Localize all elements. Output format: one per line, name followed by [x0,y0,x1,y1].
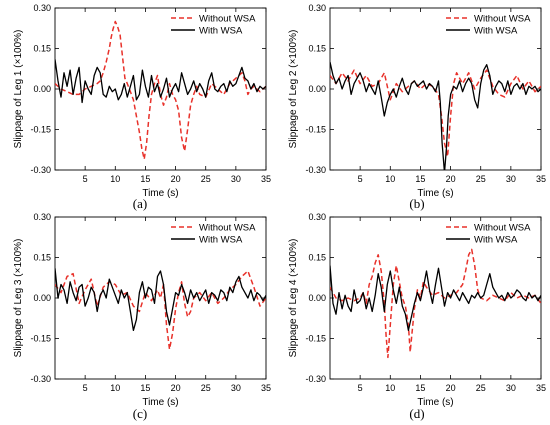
legend-label: With WSA [474,235,518,246]
legend-label: Without WSA [474,223,531,234]
x-tick-label: 30 [506,174,516,184]
legend-label: Without WSA [199,223,256,234]
chart-panel-4: 0.30 0.15 0.00 -0.15 -0.30 5 10 15 20 25 30 35 Time … [288,212,546,408]
series-line-with-wsa [330,61,541,170]
y-tick-label: -0.15 [305,334,326,344]
y-axis-label: Slippage of Leg 3 (×100%) [13,239,24,358]
series-line-with-wsa [55,268,266,332]
y-tick-label: -0.15 [305,125,326,135]
x-tick-label: 5 [83,383,88,393]
x-tick-label: 35 [536,174,546,184]
y-tick-label: 0.15 [33,253,51,263]
y-tick-label: -0.30 [30,374,51,384]
y-tick-label: 0.00 [308,84,326,94]
y-axis-label: Slippage of Leg 2 (×100%) [288,30,299,149]
legend-label: With WSA [199,26,243,37]
y-tick-label: -0.30 [305,165,326,175]
x-tick-label: 15 [415,174,425,184]
x-tick-label: 35 [536,383,546,393]
y-tick-label: -0.30 [305,374,326,384]
series-line-with-wsa [330,265,541,332]
y-tick-label: -0.15 [30,125,51,135]
x-axis-label: Time (s) [142,397,178,408]
x-axis-label: Time (s) [417,397,453,408]
y-tick-label: 0.30 [308,212,326,222]
x-tick-label: 20 [446,174,456,184]
y-tick-label: 0.15 [33,44,51,54]
panel-caption: (b) [409,196,424,211]
x-tick-label: 20 [446,383,456,393]
x-tick-label: 5 [358,383,363,393]
x-tick-label: 25 [476,383,486,393]
x-axis-label: Time (s) [417,188,453,199]
y-tick-label: 0.15 [308,44,326,54]
panel-caption: (a) [133,196,147,211]
legend-label: With WSA [474,26,518,37]
x-tick-label: 15 [140,174,150,184]
series-line-without-wsa [55,270,266,351]
legend-label: Without WSA [474,14,531,25]
series-line-without-wsa [330,248,541,359]
x-tick-label: 35 [261,383,271,393]
x-tick-label: 25 [476,174,486,184]
x-tick-label: 15 [415,383,425,393]
x-tick-label: 15 [140,383,150,393]
y-tick-label: -0.30 [30,165,51,175]
x-tick-label: 20 [171,383,181,393]
x-tick-label: 35 [261,174,271,184]
x-tick-label: 30 [231,174,241,184]
y-tick-label: 0.00 [33,293,51,303]
x-tick-label: 25 [201,383,211,393]
series-line-without-wsa [55,20,266,160]
chart-panel-2: 0.30 0.15 0.00 -0.15 -0.30 5 10 15 20 25 30 35 Time … [288,3,546,199]
panel-caption: (c) [133,406,147,421]
y-tick-label: 0.30 [33,3,51,13]
y-tick-label: 0.00 [308,293,326,303]
y-axis-label: Slippage of Leg 1 (×100%) [13,30,24,149]
y-tick-label: 0.30 [33,212,51,222]
x-tick-label: 5 [83,174,88,184]
chart-panel-3: 0.30 0.15 0.00 -0.15 -0.30 5 10 15 20 25 30 35 Time … [13,212,271,408]
x-tick-label: 25 [201,174,211,184]
y-axis-label: Slippage of Leg 4 (×100%) [288,239,299,358]
legend-label: Without WSA [199,14,256,25]
panel-caption: (d) [409,406,424,421]
chart-panel-1: 0.30 0.15 0.00 -0.15 -0.30 5 10 15 20 25 30 35 Time … [13,3,271,199]
x-tick-label: 10 [110,174,120,184]
y-tick-label: 0.30 [308,3,326,13]
x-tick-label: 30 [231,383,241,393]
x-axis-label: Time (s) [142,188,178,199]
series-line-with-wsa [55,59,266,104]
series-line-without-wsa [330,69,541,158]
x-tick-label: 10 [385,383,395,393]
y-tick-label: 0.00 [33,84,51,94]
legend-label: With WSA [199,235,243,246]
x-tick-label: 20 [171,174,181,184]
x-tick-label: 10 [110,383,120,393]
y-tick-label: -0.15 [30,334,51,344]
x-tick-label: 10 [385,174,395,184]
y-tick-label: 0.15 [308,253,326,263]
x-tick-label: 5 [358,174,363,184]
x-tick-label: 30 [506,383,516,393]
